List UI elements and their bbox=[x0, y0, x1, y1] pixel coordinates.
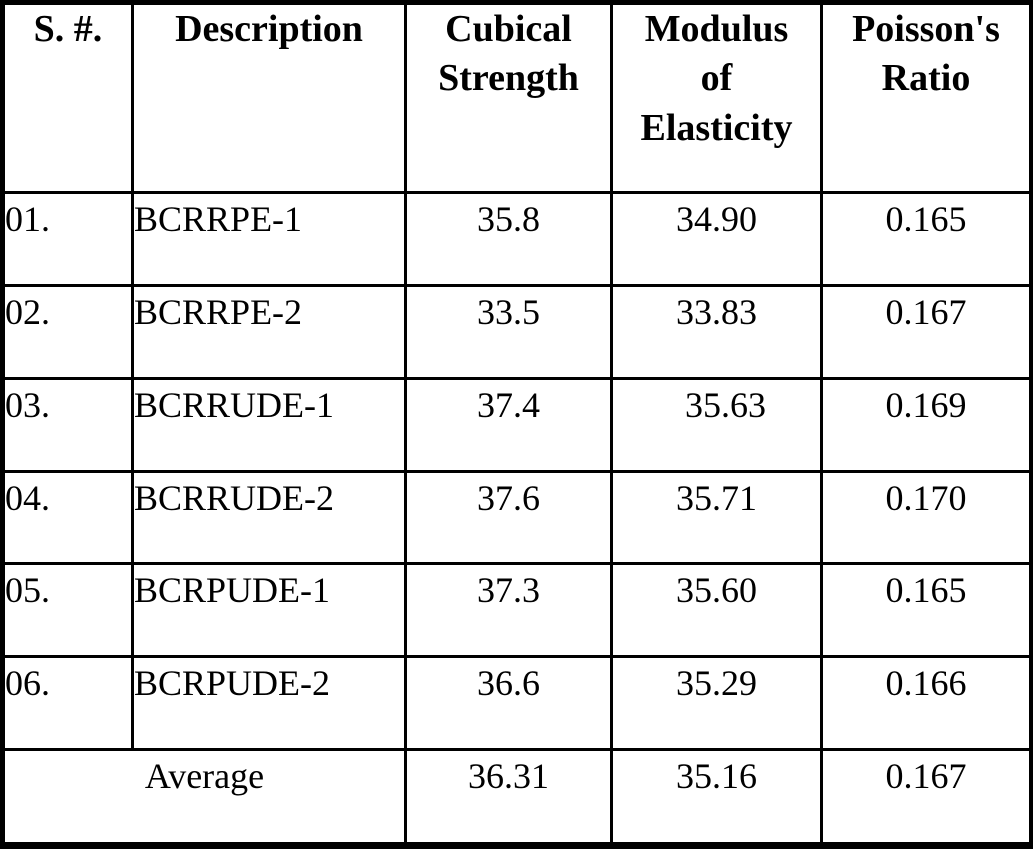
cell-description: BCRRPE-2 bbox=[131, 283, 407, 380]
cell-poissons-ratio: 0.167 bbox=[820, 283, 1033, 380]
cell-poissons-ratio: 0.169 bbox=[820, 376, 1033, 473]
header-cell-description: Description bbox=[131, 1, 407, 194]
cell-modulus-of-elasticity: 35.63 bbox=[610, 376, 823, 473]
average-cubical-strength: 36.31 bbox=[404, 748, 613, 847]
cell-description: BCRRUDE-2 bbox=[131, 469, 407, 566]
cell-cubical-strength: 35.8 bbox=[404, 191, 613, 287]
table-row: 01. BCRRPE-1 35.8 34.90 0.165 bbox=[1, 191, 1033, 287]
cell-description: BCRRPE-1 bbox=[131, 191, 407, 287]
average-label-cell: Average bbox=[1, 748, 407, 847]
header-cell-modulus-of-elasticity: Modulus of Elasticity bbox=[610, 1, 823, 194]
cell-cubical-strength: 36.6 bbox=[404, 655, 613, 752]
cell-modulus-of-elasticity: 34.90 bbox=[610, 191, 823, 287]
header-cell-serial: S. #. bbox=[1, 1, 134, 194]
cell-cubical-strength: 37.6 bbox=[404, 469, 613, 566]
header-cell-poissons-ratio: Poisson's Ratio bbox=[820, 1, 1033, 194]
table-header: S. #. Description Cubical Strength Modul… bbox=[1, 1, 1033, 194]
cell-modulus-of-elasticity: 35.71 bbox=[610, 469, 823, 566]
table-row: 03. BCRRUDE-1 37.4 35.63 0.169 bbox=[1, 376, 1033, 473]
cell-modulus-of-elasticity: 35.29 bbox=[610, 655, 823, 752]
cell-description: BCRPUDE-1 bbox=[131, 562, 407, 659]
table-row: 04. BCRRUDE-2 37.6 35.71 0.170 bbox=[1, 469, 1033, 566]
header-row: S. #. Description Cubical Strength Modul… bbox=[1, 1, 1033, 194]
cell-description: BCRPUDE-2 bbox=[131, 655, 407, 752]
cell-cubical-strength: 37.3 bbox=[404, 562, 613, 659]
cell-poissons-ratio: 0.165 bbox=[820, 562, 1033, 659]
table-row: 06. BCRPUDE-2 36.6 35.29 0.166 bbox=[1, 655, 1033, 752]
average-row: Average 36.31 35.16 0.167 bbox=[1, 748, 1033, 847]
cell-serial: 02. bbox=[1, 283, 134, 380]
table-row: 05. BCRPUDE-1 37.3 35.60 0.165 bbox=[1, 562, 1033, 659]
header-cell-cubical-strength: Cubical Strength bbox=[404, 1, 613, 194]
cell-poissons-ratio: 0.170 bbox=[820, 469, 1033, 566]
cell-serial: 04. bbox=[1, 469, 134, 566]
cell-cubical-strength: 37.4 bbox=[404, 376, 613, 473]
cell-modulus-of-elasticity: 33.83 bbox=[610, 283, 823, 380]
cell-serial: 03. bbox=[1, 376, 134, 473]
cell-modulus-of-elasticity: 35.60 bbox=[610, 562, 823, 659]
cell-poissons-ratio: 0.165 bbox=[820, 191, 1033, 287]
cell-description: BCRRUDE-1 bbox=[131, 376, 407, 473]
average-poissons-ratio: 0.167 bbox=[820, 748, 1033, 847]
average-modulus-of-elasticity: 35.16 bbox=[610, 748, 823, 847]
cell-serial: 06. bbox=[1, 655, 134, 752]
table-row: 02. BCRRPE-2 33.5 33.83 0.167 bbox=[1, 283, 1033, 380]
table-body: 01. BCRRPE-1 35.8 34.90 0.165 02. BCRRPE… bbox=[1, 191, 1033, 847]
cell-poissons-ratio: 0.166 bbox=[820, 655, 1033, 752]
cell-serial: 01. bbox=[1, 191, 134, 287]
cell-cubical-strength: 33.5 bbox=[404, 283, 613, 380]
cell-serial: 05. bbox=[1, 562, 134, 659]
